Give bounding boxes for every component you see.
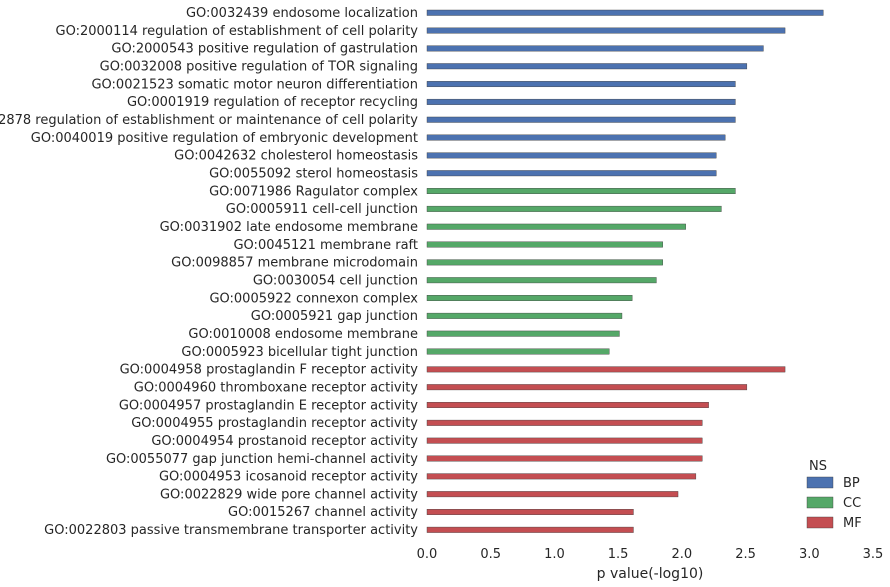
category-label: GO:0055077 gap junction hemi-channel act…	[106, 452, 418, 467]
x-axis-title: p value(-log10)	[597, 566, 704, 582]
category-label: GO:0005923 bicellular tight junction	[181, 345, 418, 360]
category-label: GO:0032439 endosome localization	[186, 6, 418, 21]
category-label: GO:0055092 sterol homeostasis	[209, 166, 418, 181]
category-label: GO:0001919 regulation of receptor recycl…	[127, 95, 418, 110]
bar-mf	[426, 491, 679, 498]
category-labels-group: GO:0032439 endosome localization GO:20001…	[0, 6, 418, 538]
bar-cc	[426, 295, 633, 301]
bar-bp	[426, 116, 736, 123]
category-label: GO:0042632 cholesterol homeostasis	[174, 149, 418, 164]
bar-bp	[426, 9, 824, 16]
bar-mf	[426, 419, 703, 426]
bar-cc	[426, 330, 620, 337]
x-tick-label: 1.0	[544, 547, 565, 562]
bar-cc	[426, 223, 686, 230]
bar-cc	[426, 188, 736, 195]
legend-label-cc: CC	[843, 496, 861, 511]
legend-swatch-mf	[806, 516, 834, 529]
category-label: GO:0004960 thromboxane receptor activity	[134, 380, 419, 395]
bar-bp	[426, 63, 748, 70]
bar-cc	[426, 348, 610, 355]
category-label: GO:0030054 cell junction	[253, 273, 418, 288]
bar-mf	[426, 366, 786, 373]
category-label: GO:0032008 positive regulation of TOR si…	[100, 59, 418, 74]
bars-group	[426, 9, 824, 533]
bar-bp	[426, 152, 717, 159]
x-axis-ticks-group: 0.0 0.5 1.0 1.5 2.0 2.5 3.0 3.5	[417, 547, 884, 562]
category-label: GO:2000114 regulation of establishment o…	[56, 24, 419, 39]
category-label: GO:0098857 membrane microdomain	[171, 256, 418, 271]
bar-bp	[426, 81, 736, 88]
category-label: GO:0005922 connexon complex	[209, 291, 418, 306]
bar-bp	[426, 27, 786, 34]
legend-label-bp: BP	[843, 476, 860, 491]
category-label: GO:0031902 late endosome membrane	[160, 220, 418, 235]
x-tick-label: 3.5	[863, 547, 884, 562]
bar-mf	[426, 455, 703, 462]
category-label: GO:0004958 prostaglandin F receptor acti…	[120, 363, 419, 378]
x-tick-label: 2.0	[672, 547, 693, 562]
bar-mf	[426, 473, 697, 480]
bar-mf	[426, 526, 634, 533]
bar-bp	[426, 134, 726, 141]
bar-bp	[426, 170, 717, 177]
x-tick-label: 2.5	[735, 547, 756, 562]
bar-mf	[426, 437, 703, 444]
category-label: GO:0004955 prostaglandin receptor activi…	[131, 416, 418, 431]
category-label: GO:0022803 passive transmembrane transpo…	[44, 523, 418, 538]
category-label: GO:0015267 channel activity	[228, 505, 418, 520]
category-label: GO:0022829 wide pore channel activity	[160, 487, 418, 502]
legend-swatch-cc	[806, 496, 834, 509]
legend-items: BP CC MF	[806, 476, 862, 531]
bar-cc	[426, 312, 623, 319]
category-label: GO:2000543 positive regulation of gastru…	[111, 42, 418, 57]
x-tick-label: 0.0	[417, 547, 438, 562]
category-label: GO:0010008 endosome membrane	[188, 327, 418, 342]
category-label: GO:0005911 cell-cell junction	[226, 202, 418, 217]
x-tick-label: 1.5	[608, 547, 629, 562]
category-label: GO:0004957 prostaglandin E receptor acti…	[119, 398, 418, 413]
bar-bp	[426, 45, 764, 52]
legend: NS BP CC MF	[806, 459, 862, 531]
category-label: GO:0004953 icosanoid receptor activity	[159, 470, 418, 485]
category-label: GO:0021523 somatic motor neuron differen…	[91, 77, 418, 92]
bar-cc	[426, 277, 657, 284]
legend-label-mf: MF	[843, 516, 862, 531]
x-tick-label: 3.0	[799, 547, 820, 562]
bar-bp	[426, 98, 736, 105]
category-label: GO:0045121 membrane raft	[233, 238, 418, 253]
bar-mf	[426, 384, 748, 391]
bar-cc	[426, 259, 663, 266]
bar-cc	[426, 205, 722, 212]
category-label: GO:0032878 regulation of establishment o…	[0, 113, 418, 128]
legend-title: NS	[809, 459, 827, 474]
category-label: GO:0071986 Ragulator complex	[209, 184, 418, 199]
bar-mf	[426, 402, 709, 408]
x-tick-label: 0.5	[480, 547, 501, 562]
bar-mf	[426, 509, 634, 515]
legend-swatch-bp	[806, 476, 834, 489]
category-label: GO:0004954 prostanoid receptor activity	[151, 434, 418, 449]
category-label: GO:0040019 positive regulation of embryo…	[31, 131, 418, 146]
category-label: GO:0005921 gap junction	[251, 309, 418, 324]
bar-cc	[426, 241, 663, 248]
